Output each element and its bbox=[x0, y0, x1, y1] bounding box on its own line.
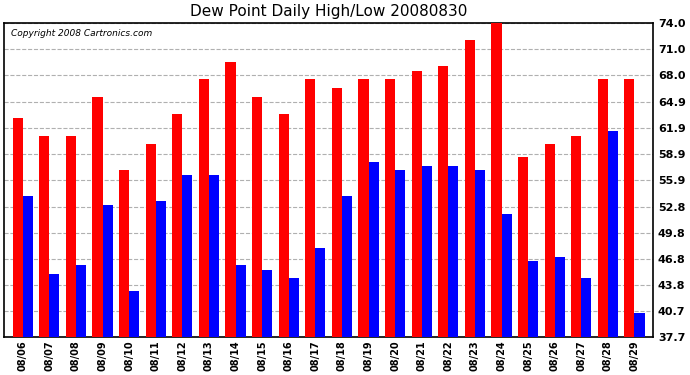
Bar bbox=[502, 213, 511, 375]
Bar bbox=[92, 97, 103, 375]
Bar bbox=[156, 201, 166, 375]
Bar bbox=[342, 196, 352, 375]
Bar bbox=[544, 144, 555, 375]
Bar bbox=[76, 266, 86, 375]
Bar bbox=[172, 114, 182, 375]
Bar bbox=[209, 175, 219, 375]
Bar bbox=[598, 80, 608, 375]
Bar bbox=[119, 170, 129, 375]
Bar bbox=[491, 19, 502, 375]
Bar bbox=[368, 162, 379, 375]
Bar bbox=[199, 80, 209, 375]
Bar bbox=[66, 136, 76, 375]
Bar bbox=[182, 175, 193, 375]
Bar bbox=[412, 71, 422, 375]
Bar bbox=[279, 114, 288, 375]
Bar bbox=[305, 80, 315, 375]
Bar bbox=[235, 266, 246, 375]
Bar bbox=[103, 205, 112, 375]
Bar bbox=[129, 291, 139, 375]
Bar bbox=[146, 144, 156, 375]
Bar bbox=[385, 80, 395, 375]
Bar bbox=[12, 118, 23, 375]
Bar bbox=[518, 157, 528, 375]
Bar bbox=[226, 62, 235, 375]
Bar bbox=[528, 261, 538, 375]
Bar bbox=[50, 274, 59, 375]
Bar bbox=[39, 136, 50, 375]
Bar bbox=[438, 66, 449, 375]
Bar bbox=[624, 80, 635, 375]
Bar bbox=[395, 170, 405, 375]
Bar bbox=[358, 80, 368, 375]
Bar bbox=[465, 40, 475, 375]
Bar bbox=[448, 166, 458, 375]
Bar bbox=[555, 257, 565, 375]
Bar bbox=[475, 170, 485, 375]
Bar bbox=[571, 136, 581, 375]
Bar bbox=[608, 131, 618, 375]
Bar bbox=[315, 248, 326, 375]
Bar bbox=[252, 97, 262, 375]
Bar bbox=[581, 279, 591, 375]
Bar bbox=[23, 196, 33, 375]
Title: Dew Point Daily High/Low 20080830: Dew Point Daily High/Low 20080830 bbox=[190, 4, 467, 19]
Bar bbox=[262, 270, 273, 375]
Bar bbox=[332, 88, 342, 375]
Bar bbox=[288, 279, 299, 375]
Bar bbox=[422, 166, 432, 375]
Bar bbox=[635, 313, 644, 375]
Text: Copyright 2008 Cartronics.com: Copyright 2008 Cartronics.com bbox=[10, 29, 152, 38]
